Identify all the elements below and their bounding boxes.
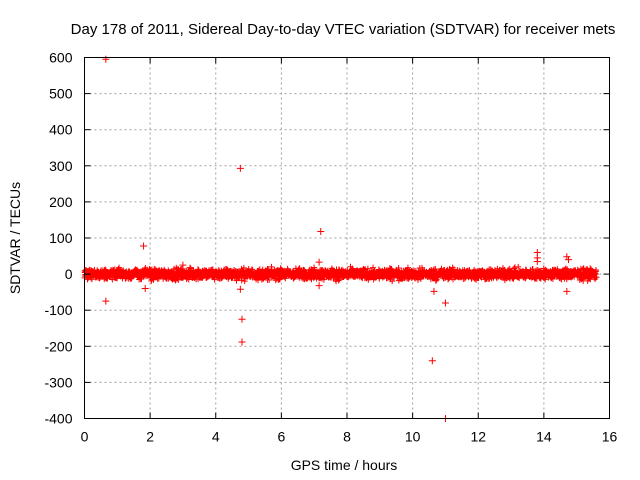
x-tick-label: 12 [470,429,486,445]
y-tick-label: -200 [44,338,72,354]
outlier-point [315,282,323,290]
outlier-point [236,285,244,293]
x-axis-label: GPS time / hours [291,457,398,473]
outlier-point [533,257,541,265]
chart-title: Day 178 of 2011, Sidereal Day-to-day VTE… [71,21,616,38]
outlier-point [238,338,246,346]
y-tick-label: -400 [44,411,72,427]
y-axis-label: SDTVAR / TECUs [7,182,23,294]
outlier-point [564,256,572,264]
outlier-point [563,253,571,261]
x-tick-label: 14 [536,429,552,445]
y-tick-label: 300 [49,158,73,174]
outlier-point [315,258,323,266]
data-band [81,263,600,285]
y-tick-label: 600 [49,50,73,66]
axis-ticks: -400 -300 -200 -100 0 100 200 300 400 500 600 0 2 4 6 8… [44,50,617,445]
x-tick-label: 0 [81,429,89,445]
x-tick-label: 8 [343,429,351,445]
x-tick-label: 4 [212,429,220,445]
outlier-point [140,242,148,250]
outlier-point [102,297,110,305]
y-tick-label: 500 [49,86,73,102]
outlier-point [179,261,187,269]
y-tick-label: -300 [44,374,72,390]
y-tick-label: 0 [65,266,73,282]
x-tick-label: 16 [602,429,618,445]
outlier-point [441,299,449,307]
outlier-point [238,315,246,323]
y-tick-label: 200 [49,194,73,210]
data-points [81,55,600,422]
outlier-point [428,357,436,365]
y-tick-label: -100 [44,302,72,318]
y-tick-label: 100 [49,230,73,246]
outlier-point [317,228,325,236]
y-tick-label: 400 [49,122,73,138]
grid-lines [84,57,610,419]
x-tick-label: 2 [146,429,154,445]
x-tick-label: 6 [277,429,285,445]
outlier-point [563,287,571,295]
outlier-point [141,285,149,293]
x-tick-label: 10 [405,429,421,445]
outlier-point [430,287,438,295]
outlier-point [102,55,110,63]
outlier-point [236,164,244,172]
